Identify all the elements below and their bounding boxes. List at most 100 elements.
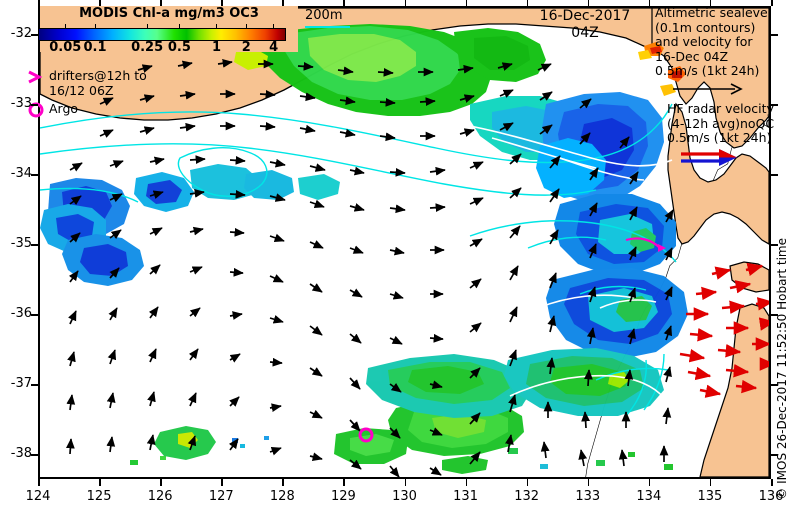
x-axis-tick-top <box>404 0 406 6</box>
colorbar-tick-label: 4 <box>269 40 279 55</box>
drifter-legend-line2: 16/12 06Z <box>49 83 114 98</box>
x-axis-tick-label: 135 <box>697 489 723 504</box>
x-axis-tick-label: 128 <box>269 489 295 504</box>
x-axis-tick-label: 125 <box>86 489 112 504</box>
x-axis-tick <box>648 479 651 486</box>
x-axis-tick-top <box>709 0 712 6</box>
colorbar-tick-label: 0.1 <box>83 40 107 55</box>
x-axis-tick <box>343 479 345 486</box>
y-axis-tick <box>31 34 38 36</box>
y-axis-tick-label: -38 <box>10 446 32 462</box>
timestamp-block: 16-Dec-2017 04Z <box>520 8 650 42</box>
colorbar-tick-label: 2 <box>241 40 251 55</box>
colorbar-tick <box>178 24 180 29</box>
depth-contour-swatch <box>305 26 350 28</box>
x-axis-tick-top <box>771 0 773 6</box>
y-axis-tick-label: -36 <box>10 306 32 322</box>
altimetry-legend-l1: Altimetric sealevel <box>655 5 772 20</box>
x-axis-tick <box>160 479 162 486</box>
copyright-text: © IMOS 26-Dec-2017 11:52:50 Hobart time <box>775 238 789 500</box>
y-axis-tick <box>31 384 38 386</box>
y-axis-tick <box>31 104 38 106</box>
x-axis-tick-label: 134 <box>636 489 662 504</box>
x-axis-tick-top <box>343 0 345 6</box>
y-axis-tick-right <box>771 104 778 106</box>
timestamp-hour: 04Z <box>571 25 599 41</box>
x-axis-tick <box>404 479 406 486</box>
x-axis-tick-label: 131 <box>453 489 478 504</box>
colorbar-tick <box>245 24 247 29</box>
x-axis-tick-label: 124 <box>25 489 51 504</box>
x-axis-tick-top <box>587 0 590 6</box>
argo-circle-icon <box>28 102 44 118</box>
y-axis-tick-right <box>771 384 778 386</box>
drifter-track <box>625 237 666 252</box>
x-axis-tick <box>465 479 468 486</box>
chlorophyll-raster <box>40 24 688 474</box>
colorbar-title: MODIS Chl-a mg/m3 OC3 <box>79 6 259 21</box>
colorbar-tick <box>94 24 96 29</box>
x-axis-tick-label: 136 <box>758 489 784 504</box>
timestamp-date: 16-Dec-2017 <box>539 8 631 24</box>
x-axis-tick <box>709 479 712 486</box>
y-axis-tick-label: -34 <box>10 166 32 182</box>
x-axis-tick <box>282 479 284 486</box>
right-legend-block: Altimetric sealevel (0.1m contours) and … <box>655 5 775 168</box>
y-axis-tick-right <box>771 34 778 36</box>
hfradar-legend-l1: HF radar velocity <box>667 100 774 116</box>
x-axis-tick <box>587 479 590 486</box>
y-axis-tick <box>31 454 38 456</box>
drifter-legend: drifters@12h to 16/12 06Z Argo <box>27 68 157 118</box>
y-axis-tick-label: -33 <box>10 96 32 112</box>
x-axis-tick-label: 127 <box>208 489 234 504</box>
altimetry-legend-l4: 16-Dec 04Z <box>655 48 729 64</box>
x-axis-tick-top <box>648 0 651 6</box>
x-axis-tick-top <box>160 0 162 6</box>
x-axis-tick-top <box>465 0 468 6</box>
x-axis-tick <box>99 479 101 486</box>
x-axis-tick <box>221 479 223 486</box>
argo-legend-label: Argo <box>49 101 79 116</box>
x-axis-tick-top <box>221 0 223 6</box>
colorbar-tick <box>64 24 66 29</box>
x-axis-tick <box>38 479 40 486</box>
altimetry-legend-l5: 0.5m/s (1kt 24h) <box>655 63 760 79</box>
y-axis-tick <box>31 244 38 246</box>
y-axis-tick-label: -35 <box>10 236 32 252</box>
colorbar-tick <box>216 24 218 29</box>
colorbar-tick-label: 0.05 <box>49 40 82 55</box>
x-axis-tick-top <box>38 0 40 6</box>
y-axis-tick-label: -32 <box>10 26 32 42</box>
y-axis-tick <box>31 174 38 176</box>
hf-radar-vectors <box>679 262 769 398</box>
altimetry-legend-l3: and velocity for <box>655 34 753 50</box>
y-axis-tick-right <box>771 314 778 316</box>
colorbar-tick <box>273 24 275 29</box>
hfradar-legend-l3: 0.5m/s (1kt 24h) <box>667 130 772 146</box>
y-axis-tick <box>31 314 38 316</box>
x-axis-tick-label: 126 <box>147 489 173 504</box>
colorbar-tick-label: 0.25 <box>131 40 164 55</box>
colorbar-tick <box>146 24 148 29</box>
x-axis-tick <box>771 479 773 486</box>
x-axis-tick-top <box>526 0 529 6</box>
y-axis-tick-right <box>771 174 778 176</box>
hfradar-scale-arrow-icon <box>681 148 737 166</box>
drifter-legend-line1: drifters@12h to <box>49 68 147 83</box>
x-axis-tick-label: 132 <box>514 489 540 504</box>
y-axis-tick-label: -37 <box>10 376 32 392</box>
x-axis-tick-top <box>99 0 101 6</box>
x-axis-tick-label: 133 <box>575 489 601 504</box>
hfradar-legend-l2: (4-12h avg)noQC <box>667 115 775 131</box>
x-axis-tick-top <box>282 0 284 6</box>
y-axis-tick-right <box>771 244 778 246</box>
velocity-vectors <box>65 58 674 477</box>
x-axis-tick <box>526 479 529 486</box>
altimetry-legend-l2: (0.1m contours) <box>655 19 756 35</box>
argo-marker <box>358 427 374 443</box>
altimetry-scale-arrow-icon <box>673 83 743 95</box>
x-axis-tick-label: 129 <box>330 489 356 504</box>
drifter-arrow-icon <box>28 70 43 84</box>
y-axis-tick-right <box>771 454 778 456</box>
